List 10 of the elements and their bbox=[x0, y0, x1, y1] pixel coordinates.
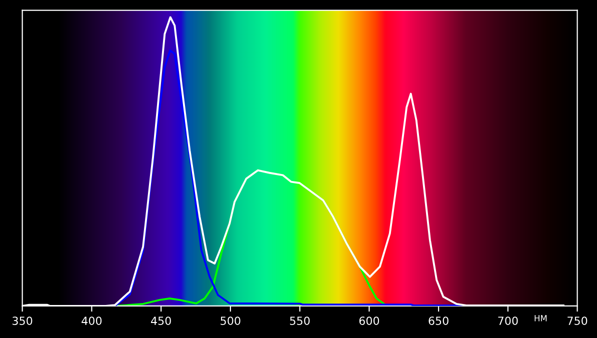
x-tick-label: 650 bbox=[428, 316, 448, 326]
x-tick-label: 450 bbox=[151, 316, 171, 326]
x-tick-label: 750 bbox=[568, 316, 588, 326]
x-tick-label: 550 bbox=[290, 316, 310, 326]
x-tick-label: 600 bbox=[359, 316, 380, 326]
x-tick-label: 400 bbox=[82, 316, 102, 326]
x-axis-title: НМ bbox=[534, 315, 547, 322]
x-tick-label: 500 bbox=[220, 316, 240, 326]
x-tick-label: 700 bbox=[498, 316, 518, 326]
x-tick-label: 350 bbox=[12, 316, 32, 326]
